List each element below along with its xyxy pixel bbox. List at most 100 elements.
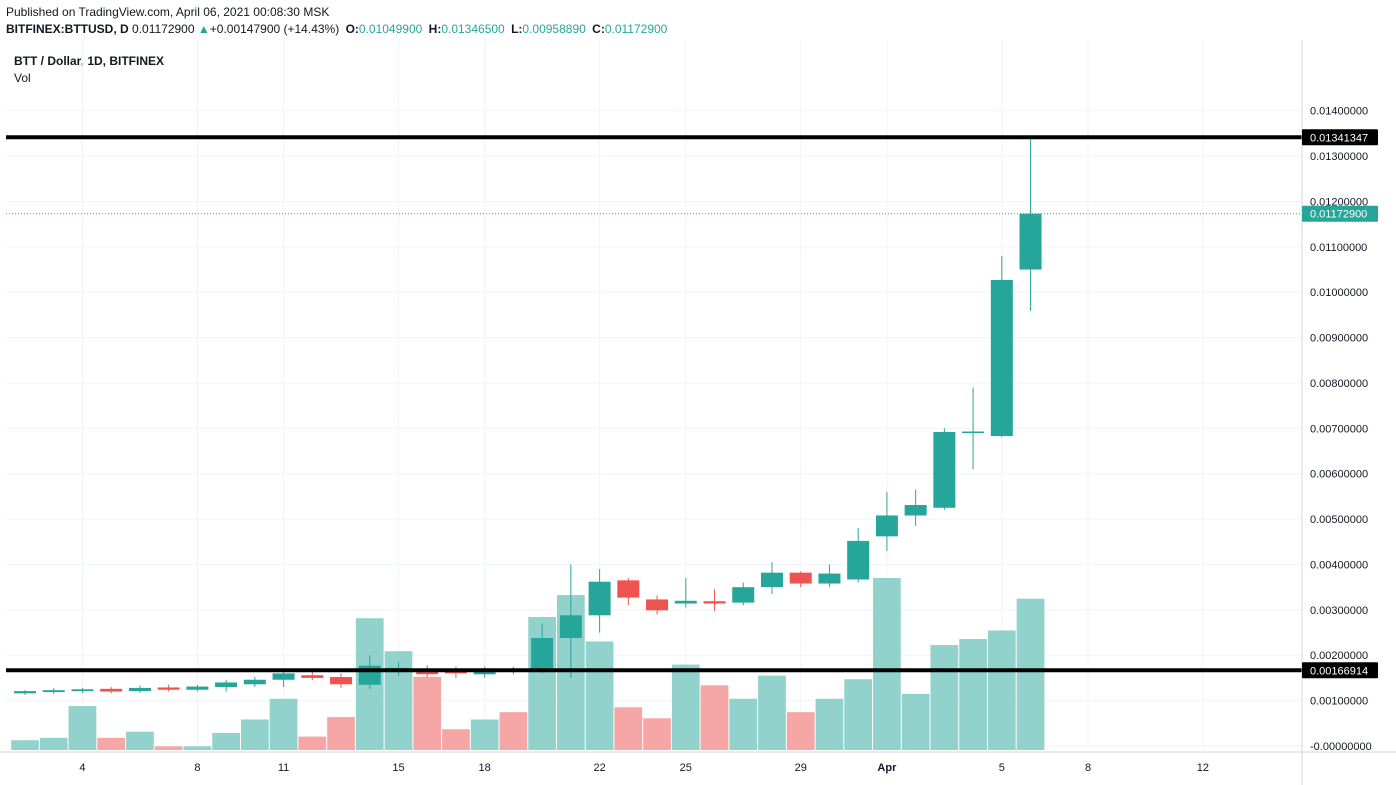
candle-body xyxy=(847,540,870,580)
candle-body xyxy=(531,637,554,673)
volume-bar xyxy=(470,719,499,750)
y-tick-label: 0.00300000 xyxy=(1310,605,1368,617)
candle-body xyxy=(330,677,353,685)
candle-body xyxy=(904,505,927,516)
candle-body xyxy=(157,687,180,690)
x-tick-label: 8 xyxy=(1085,762,1091,774)
volume-bar xyxy=(413,676,442,750)
close-label: C: xyxy=(592,22,605,36)
change-arrow-icon: ▲ xyxy=(197,22,210,36)
y-tick-label: 0.01000000 xyxy=(1310,287,1368,299)
x-tick-label: Apr xyxy=(877,762,897,774)
candle-body xyxy=(760,572,783,588)
y-tick-label: 0.00700000 xyxy=(1310,423,1368,435)
y-tick-label: 0.01300000 xyxy=(1310,151,1368,163)
volume-bar xyxy=(1016,598,1045,750)
volume-bar xyxy=(240,719,269,750)
x-tick-label: 5 xyxy=(999,762,1005,774)
volume-bar xyxy=(39,737,68,750)
volume-bar xyxy=(11,740,39,750)
level-price-label: 0.01341347 xyxy=(1310,132,1368,144)
volume-bar xyxy=(499,712,528,750)
volume-bar xyxy=(126,731,154,750)
last-price-label: 0.01172900 xyxy=(1310,209,1367,221)
x-tick-label: 18 xyxy=(479,762,491,774)
y-tick-label: 0.01200000 xyxy=(1310,196,1368,208)
change-value: +0.00147900 (+14.43%) xyxy=(209,22,340,36)
low-value: 0.00958890 xyxy=(522,22,586,36)
volume-bar xyxy=(585,641,614,750)
y-tick-label: 0.00900000 xyxy=(1310,333,1368,345)
candle-body xyxy=(646,599,669,611)
candle-body xyxy=(215,682,238,688)
candle-body xyxy=(128,687,151,692)
legend-title: BTT / Dollar, 1D, BITFINEX xyxy=(14,54,165,68)
open-label: O: xyxy=(345,22,359,36)
y-tick-label: 0.01100000 xyxy=(1310,242,1367,254)
candle-body xyxy=(617,580,640,598)
candle-body xyxy=(301,675,324,678)
volume-bar xyxy=(873,577,901,750)
volume-bar xyxy=(844,679,873,750)
candle-body xyxy=(42,690,65,692)
candle-body xyxy=(933,431,956,508)
candle-body xyxy=(875,515,898,537)
candle-body xyxy=(71,689,94,692)
x-tick-label: 4 xyxy=(79,762,85,774)
y-tick-label: 0.00500000 xyxy=(1310,514,1368,526)
candle-body xyxy=(186,686,209,690)
volume-bar xyxy=(614,707,643,750)
candle-body xyxy=(272,673,295,680)
volume-bar xyxy=(786,712,815,750)
high-value: 0.01346500 xyxy=(441,22,505,36)
last-price-label-box xyxy=(1302,205,1378,222)
candle-body xyxy=(243,679,266,685)
x-tick-label: 22 xyxy=(593,762,605,774)
volume-bar xyxy=(643,718,671,750)
candle-body xyxy=(1019,213,1042,270)
volume-bar xyxy=(700,685,729,750)
volume-bar xyxy=(815,698,844,750)
y-tick-label: 0.00100000 xyxy=(1310,696,1368,708)
volume-bar xyxy=(442,729,470,750)
published-info: Published on TradingView.com, April 06, … xyxy=(6,5,330,19)
candle-body xyxy=(559,615,582,638)
candle-body xyxy=(789,572,812,584)
volume-bar xyxy=(901,693,930,750)
quote-line: BITFINEX:BTTUSD, D 0.01172900 ▲+0.001479… xyxy=(6,22,667,36)
x-tick-label: 8 xyxy=(194,762,200,774)
candle-body xyxy=(732,587,755,603)
x-tick-label: 29 xyxy=(795,762,807,774)
level-price-label-box xyxy=(1302,129,1378,146)
candle-body xyxy=(588,581,611,616)
level-price-label: 0.00166914 xyxy=(1310,665,1368,677)
open-value: 0.01049900 xyxy=(358,22,423,36)
low-label: L: xyxy=(511,22,523,36)
volume-bar xyxy=(987,630,1016,750)
legend-volume: Vol xyxy=(14,71,31,85)
candle-body xyxy=(990,279,1013,437)
y-tick-label: 0.00800000 xyxy=(1310,378,1368,390)
y-tick-label: -0.00000000 xyxy=(1310,741,1372,753)
candle-body xyxy=(818,573,841,584)
last-price: 0.01172900 xyxy=(132,22,195,36)
y-tick-label: 0.00600000 xyxy=(1310,469,1368,481)
candle-body xyxy=(100,688,123,692)
y-tick-label: 0.00400000 xyxy=(1310,559,1368,571)
x-tick-label: 12 xyxy=(1197,762,1209,774)
y-tick-label: 0.01400000 xyxy=(1310,106,1368,118)
candle-body xyxy=(962,431,985,434)
chart-legend: BTT / Dollar, 1D, BITFINEX Vol xyxy=(14,53,164,87)
volume-bar xyxy=(671,664,700,750)
level-price-label-box xyxy=(1302,662,1378,679)
volume-bar xyxy=(959,638,987,750)
volume-bar xyxy=(729,698,758,750)
volume-bar xyxy=(183,746,212,750)
candle-body xyxy=(674,600,697,604)
volume-bar xyxy=(212,732,240,750)
volume-bar xyxy=(327,717,355,750)
high-label: H: xyxy=(428,22,442,36)
volume-bar xyxy=(97,737,126,750)
volume-bar xyxy=(298,736,327,750)
